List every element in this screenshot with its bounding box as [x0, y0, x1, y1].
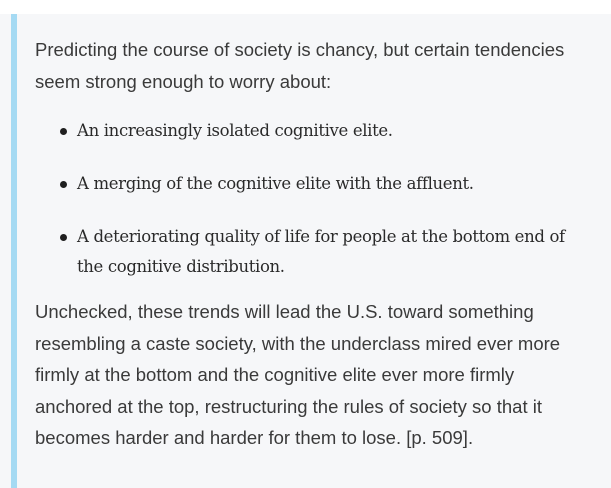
bullet-icon [60, 234, 67, 241]
list-item: A merging of the cognitive elite with th… [35, 169, 595, 199]
tendencies-list: An increasingly isolated cognitive elite… [35, 116, 595, 282]
quote-accent-bar [11, 14, 17, 488]
list-item: An increasingly isolated cognitive elite… [35, 116, 595, 146]
intro-paragraph: Predicting the course of society is chan… [35, 39, 565, 92]
list-item-text: A merging of the cognitive elite with th… [77, 174, 474, 193]
bullet-icon [60, 181, 67, 188]
quote-content: Predicting the course of society is chan… [35, 34, 595, 454]
list-item-text: A deteriorating quality of life for peop… [77, 227, 565, 276]
bullet-icon [60, 128, 67, 135]
blockquote: Predicting the course of society is chan… [0, 14, 611, 488]
conclusion-paragraph: Unchecked, these trends will lead the U.… [35, 301, 561, 448]
list-item-text: An increasingly isolated cognitive elite… [77, 121, 393, 140]
list-item: A deteriorating quality of life for peop… [35, 222, 595, 282]
